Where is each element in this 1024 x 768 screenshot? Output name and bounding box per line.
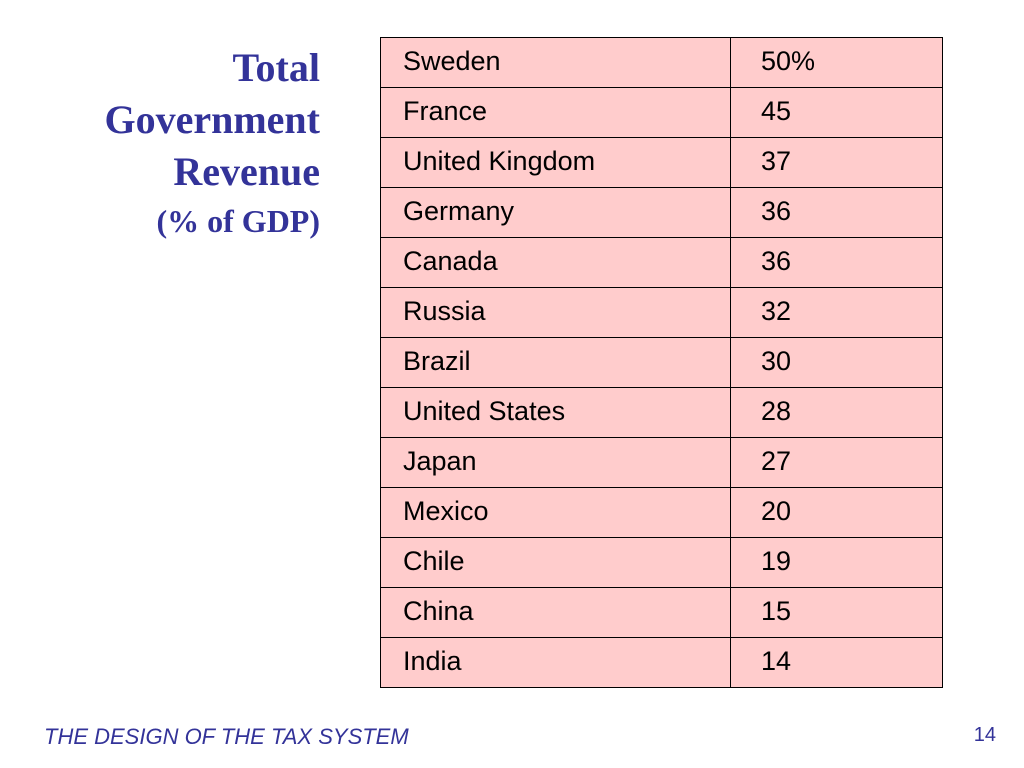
- value-cell: 14: [730, 637, 943, 688]
- slide-title: Total Government Revenue (% of GDP): [104, 42, 320, 244]
- table-row: Germany 36: [380, 187, 943, 238]
- table-row: Brazil 30: [380, 337, 943, 388]
- country-cell: Canada: [380, 237, 731, 288]
- title-line-2: Government: [104, 97, 320, 142]
- title-line-1: Total: [232, 45, 320, 90]
- page-number: 14: [973, 724, 996, 746]
- table-row: United Kingdom 37: [380, 137, 943, 188]
- value-cell: 30: [730, 337, 943, 388]
- footer-text: THE DESIGN OF THE TAX SYSTEM: [44, 724, 409, 749]
- value-cell: 50%: [730, 37, 943, 88]
- table-row: India 14: [380, 637, 943, 688]
- country-cell: United States: [380, 387, 731, 438]
- revenue-table: Sweden 50% France 45 United Kingdom 37 G…: [380, 37, 943, 688]
- value-cell: 45: [730, 87, 943, 138]
- country-cell: United Kingdom: [380, 137, 731, 188]
- table-row: Russia 32: [380, 287, 943, 338]
- value-cell: 32: [730, 287, 943, 338]
- table-row: China 15: [380, 587, 943, 638]
- country-cell: India: [380, 637, 731, 688]
- table-row: Canada 36: [380, 237, 943, 288]
- value-cell: 15: [730, 587, 943, 638]
- table-row: United States 28: [380, 387, 943, 438]
- value-cell: 36: [730, 237, 943, 288]
- table-row: Japan 27: [380, 437, 943, 488]
- value-cell: 37: [730, 137, 943, 188]
- country-cell: France: [380, 87, 731, 138]
- country-cell: Japan: [380, 437, 731, 488]
- country-cell: Sweden: [380, 37, 731, 88]
- table-row: Mexico 20: [380, 487, 943, 538]
- slide-subtitle: (% of GDP): [156, 203, 320, 239]
- value-cell: 28: [730, 387, 943, 438]
- value-cell: 36: [730, 187, 943, 238]
- country-cell: Russia: [380, 287, 731, 338]
- value-cell: 20: [730, 487, 943, 538]
- country-cell: Mexico: [380, 487, 731, 538]
- country-cell: Brazil: [380, 337, 731, 388]
- country-cell: Chile: [380, 537, 731, 588]
- table-row: Sweden 50%: [380, 37, 943, 88]
- value-cell: 19: [730, 537, 943, 588]
- country-cell: Germany: [380, 187, 731, 238]
- table-row: Chile 19: [380, 537, 943, 588]
- table-row: France 45: [380, 87, 943, 138]
- country-cell: China: [380, 587, 731, 638]
- title-line-3: Revenue: [173, 149, 320, 194]
- value-cell: 27: [730, 437, 943, 488]
